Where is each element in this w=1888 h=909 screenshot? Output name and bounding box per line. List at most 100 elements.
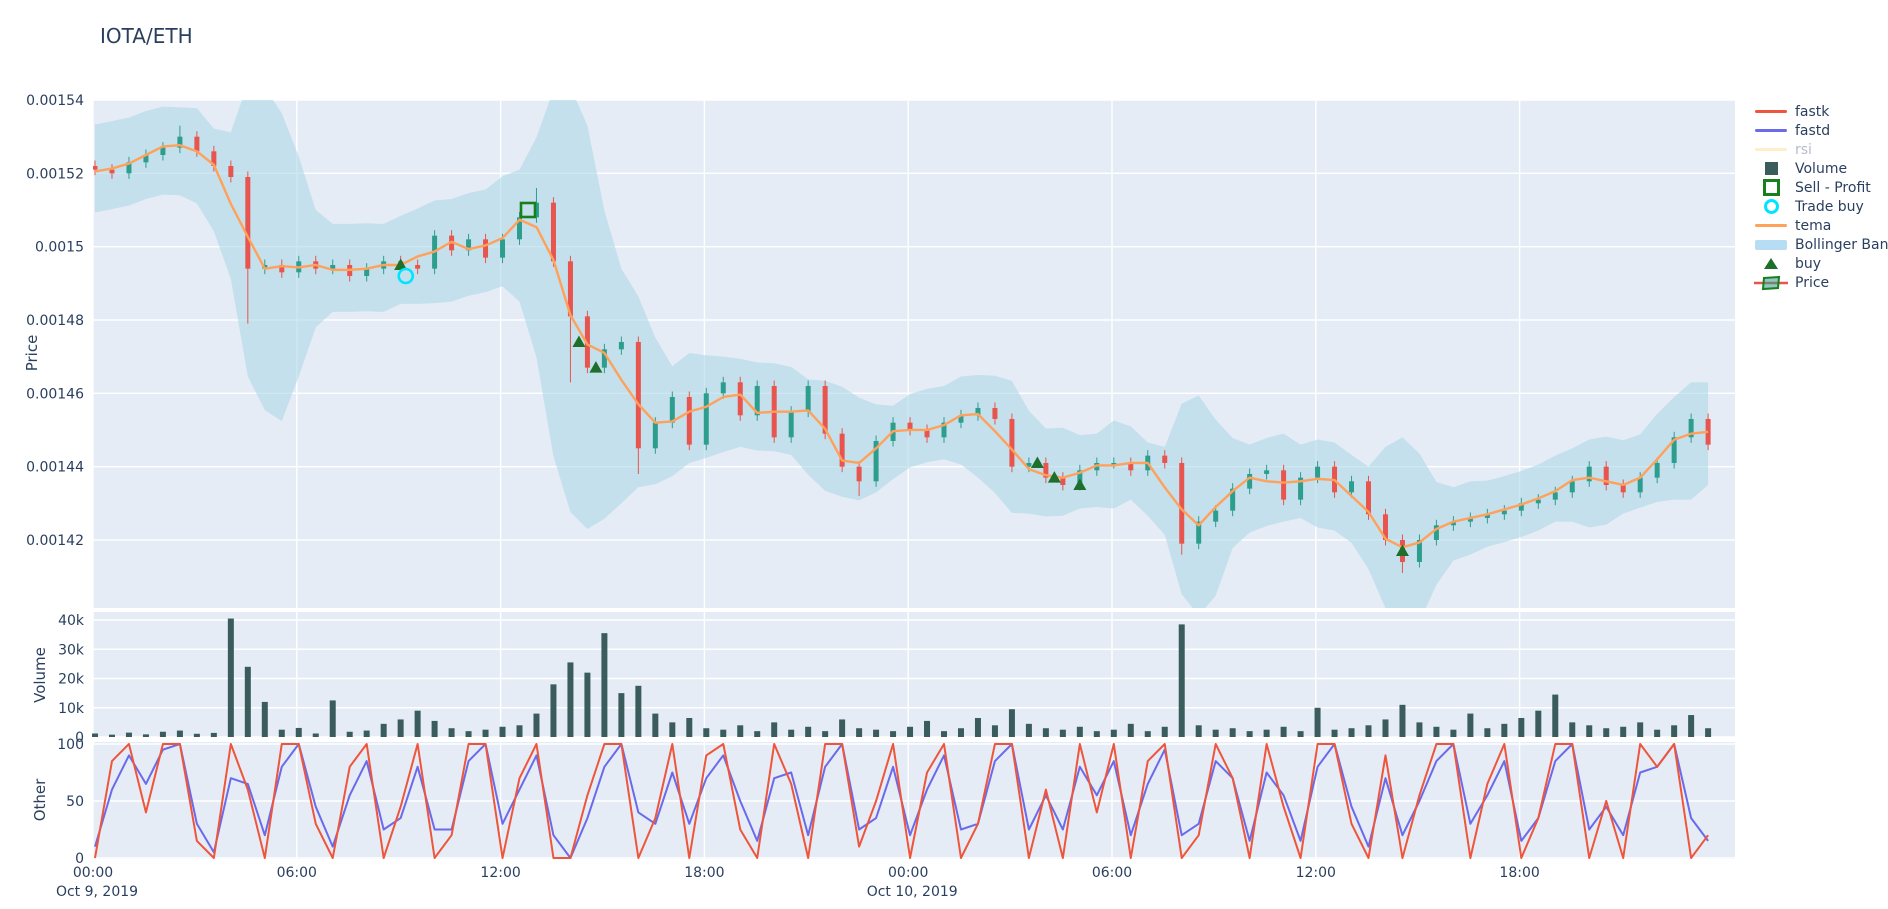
x-date-label: Oct 10, 2019 bbox=[867, 884, 958, 900]
price-tick-label: 0.0015 bbox=[35, 240, 84, 256]
volume-tick-label: 40k bbox=[58, 613, 85, 629]
volume-bar bbox=[957, 728, 964, 737]
volume-bar bbox=[1314, 707, 1321, 737]
x-tick-label: 18:00 bbox=[684, 865, 724, 881]
x-tick-label: 00:00 bbox=[888, 865, 928, 881]
candle-body bbox=[1416, 539, 1422, 562]
volume-bar bbox=[720, 729, 727, 737]
price-tick-label: 0.00146 bbox=[26, 386, 84, 402]
volume-bar bbox=[788, 729, 795, 737]
candle-body bbox=[466, 239, 472, 251]
volume-bar bbox=[278, 729, 285, 737]
legend-label: Price bbox=[1795, 274, 1830, 291]
volume-bar bbox=[1382, 719, 1389, 737]
volume-bar bbox=[431, 720, 438, 737]
candle-body bbox=[211, 151, 217, 166]
candle-body bbox=[1586, 466, 1592, 482]
candle-body bbox=[856, 466, 862, 482]
candle-body bbox=[652, 422, 658, 449]
legend-item-price[interactable]: Price bbox=[1752, 273, 1888, 292]
tema-line bbox=[94, 144, 1709, 549]
volume-bar bbox=[159, 731, 166, 737]
trade-buy-marker bbox=[397, 267, 415, 285]
candle-body bbox=[992, 407, 998, 419]
candle-body bbox=[1552, 492, 1558, 500]
candle-body bbox=[1501, 510, 1507, 515]
candle-body bbox=[1484, 514, 1490, 518]
candle-body bbox=[1569, 481, 1575, 493]
legend-item-tema[interactable]: tema bbox=[1752, 216, 1888, 235]
candle-body bbox=[720, 382, 726, 394]
candle-body bbox=[1467, 517, 1473, 522]
volume-bar bbox=[1297, 731, 1304, 737]
candle-body bbox=[483, 239, 489, 258]
legend-item-trade-buy[interactable]: Trade buy bbox=[1752, 197, 1888, 216]
candle-body bbox=[907, 422, 913, 430]
volume-bar bbox=[550, 684, 557, 737]
volume-bar bbox=[1569, 722, 1576, 737]
candle-body bbox=[126, 162, 132, 174]
volume-bar bbox=[1603, 728, 1610, 737]
volume-bar bbox=[1076, 726, 1083, 737]
candle-body bbox=[93, 165, 98, 170]
legend-label: fastk bbox=[1795, 103, 1830, 120]
volume-bar bbox=[295, 727, 302, 737]
legend-item-fastd[interactable]: fastd bbox=[1752, 121, 1888, 140]
volume-bar bbox=[516, 725, 523, 737]
candle-body bbox=[1196, 521, 1202, 544]
volume-bar bbox=[601, 633, 608, 737]
price-tick-label: 0.00144 bbox=[26, 460, 84, 476]
legend-item-volume[interactable]: Volume bbox=[1752, 159, 1888, 178]
volume-bar bbox=[1705, 728, 1712, 737]
legend-item-sell-profit[interactable]: Sell - Profit bbox=[1752, 178, 1888, 197]
legend-item-buy[interactable]: buy bbox=[1752, 254, 1888, 273]
candle-body bbox=[754, 385, 760, 416]
volume-bar bbox=[1110, 729, 1117, 737]
candle-body bbox=[1349, 481, 1355, 493]
volume-bar bbox=[1093, 731, 1100, 737]
legend-item-bollinger-band[interactable]: Bollinger Band bbox=[1752, 235, 1888, 254]
volume-bar bbox=[1144, 731, 1151, 737]
volume-bar bbox=[125, 732, 132, 737]
candle-body bbox=[635, 341, 641, 449]
candle-body bbox=[686, 396, 692, 445]
volume-bar bbox=[1637, 722, 1644, 737]
legend-item-rsi[interactable]: rsi bbox=[1752, 140, 1888, 159]
candle-body bbox=[1433, 525, 1439, 540]
price-tick-label: 0.00152 bbox=[26, 166, 84, 182]
volume-bar bbox=[873, 729, 880, 737]
volume-bar bbox=[261, 701, 268, 737]
volume-panel-background bbox=[93, 612, 1735, 738]
legend-item-fastk[interactable]: fastk bbox=[1752, 102, 1888, 121]
x-date-label: Oct 9, 2019 bbox=[56, 884, 138, 900]
volume-tick-label: 0 bbox=[75, 730, 84, 746]
volume-bar bbox=[1484, 728, 1491, 737]
legend-label: tema bbox=[1795, 217, 1832, 234]
candle-body bbox=[364, 268, 370, 276]
candle-body bbox=[788, 411, 794, 438]
candle-body bbox=[567, 261, 573, 317]
candle-body bbox=[1382, 514, 1388, 540]
volume-bar bbox=[482, 729, 489, 737]
buy-marker bbox=[1073, 478, 1087, 490]
volume-bar bbox=[227, 618, 234, 737]
volume-bar bbox=[1263, 729, 1270, 737]
volume-bar bbox=[584, 672, 591, 737]
volume-bar bbox=[312, 733, 319, 737]
candle-body bbox=[550, 202, 556, 262]
volume-bar bbox=[1212, 729, 1219, 737]
candle-body bbox=[873, 440, 879, 482]
candle-body bbox=[517, 217, 522, 240]
volume-bar bbox=[703, 728, 710, 737]
fastk-line bbox=[94, 743, 1709, 859]
sell-profit-marker bbox=[519, 201, 537, 219]
candle-swatch-icon bbox=[1752, 275, 1790, 291]
volume-bar bbox=[1654, 729, 1661, 737]
volume-bar bbox=[652, 713, 659, 737]
x-tick-label: 12:00 bbox=[1296, 865, 1336, 881]
candle-body bbox=[1518, 503, 1524, 511]
volume-bar bbox=[1178, 624, 1185, 737]
volume-bar bbox=[1059, 729, 1066, 737]
line-swatch-icon bbox=[1752, 129, 1790, 132]
